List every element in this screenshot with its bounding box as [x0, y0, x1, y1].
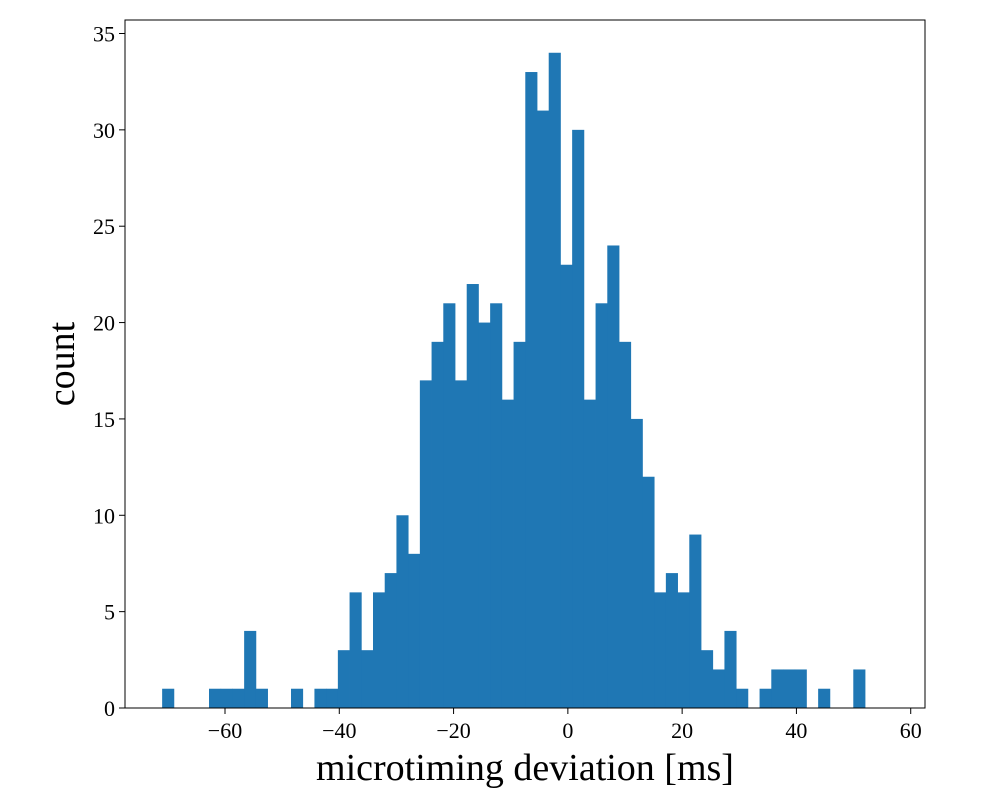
- histogram-bar: [478, 322, 491, 708]
- histogram-bar: [232, 688, 245, 708]
- y-tick-label: 10: [93, 503, 115, 528]
- histogram-bar: [408, 553, 421, 708]
- histogram-bar: [244, 630, 257, 708]
- histogram-bar: [630, 418, 643, 708]
- x-tick-label: −20: [436, 718, 470, 743]
- histogram-bar: [771, 669, 784, 708]
- histogram-bar: [607, 245, 620, 709]
- x-tick-label: −40: [322, 718, 356, 743]
- histogram-bar: [431, 341, 444, 708]
- histogram-bar: [595, 303, 608, 708]
- histogram-bar: [560, 264, 573, 708]
- histogram-bar: [724, 630, 737, 708]
- y-tick-label: 0: [104, 696, 115, 721]
- histogram-bar: [572, 129, 585, 709]
- x-tick-label: 0: [562, 718, 573, 743]
- histogram-bar: [373, 592, 386, 708]
- histogram-bar: [548, 52, 561, 708]
- x-tick-label: 40: [785, 718, 807, 743]
- histogram-bar: [818, 688, 831, 708]
- plot-frame: [124, 19, 926, 709]
- histogram-bar: [677, 592, 690, 708]
- histogram-bar: [701, 650, 714, 708]
- x-axis-ticks: −60 −40 −20 0 20 40 60: [208, 708, 922, 743]
- y-tick-label: 25: [93, 214, 115, 239]
- histogram-bar: [794, 669, 807, 708]
- histogram-bar: [337, 650, 350, 708]
- histogram-bar: [689, 534, 702, 708]
- histogram-bar: [326, 688, 339, 708]
- histogram-bar: [583, 399, 596, 708]
- histogram-bar: [455, 380, 468, 708]
- y-tick-label: 30: [93, 118, 115, 143]
- histogram-bar: [291, 688, 304, 708]
- histogram-bar: [443, 303, 456, 708]
- histogram-bar: [525, 72, 538, 708]
- histogram-bar: [654, 592, 667, 708]
- y-axis-label: count: [41, 321, 83, 406]
- y-tick-label: 35: [93, 21, 115, 46]
- histogram-bar: [490, 303, 503, 708]
- histogram-bar: [642, 476, 655, 708]
- bars-group: [162, 52, 866, 709]
- histogram-bar: [759, 688, 772, 708]
- y-tick-label: 20: [93, 311, 115, 336]
- histogram-bar: [501, 399, 514, 708]
- y-tick-label: 5: [104, 600, 115, 625]
- histogram-bar: [736, 688, 749, 708]
- histogram-bar: [712, 669, 725, 708]
- histogram-bar: [209, 688, 222, 708]
- histogram-bar: [349, 592, 362, 708]
- histogram-bar: [220, 688, 233, 708]
- histogram-bar: [619, 341, 632, 708]
- x-tick-label: 20: [671, 718, 693, 743]
- histogram-bar: [537, 110, 550, 708]
- x-tick-label: 60: [900, 718, 922, 743]
- x-axis-label: microtiming deviation [ms]: [316, 747, 734, 789]
- histogram-bar: [466, 284, 479, 708]
- histogram-bar: [783, 669, 796, 708]
- histogram-bar: [384, 573, 397, 708]
- histogram-bar: [255, 688, 268, 708]
- histogram-bar: [162, 688, 175, 708]
- histogram-bar: [396, 515, 409, 708]
- histogram-bar: [419, 380, 432, 708]
- histogram-bar: [314, 688, 327, 708]
- histogram-bar: [361, 650, 374, 708]
- histogram-bar: [853, 669, 866, 708]
- histogram-bar: [665, 573, 678, 708]
- histogram-bar: [513, 341, 526, 708]
- x-tick-label: −60: [208, 718, 242, 743]
- y-axis-ticks: 0 5 10 15 20 25 30 35: [93, 21, 125, 721]
- y-tick-label: 15: [93, 407, 115, 432]
